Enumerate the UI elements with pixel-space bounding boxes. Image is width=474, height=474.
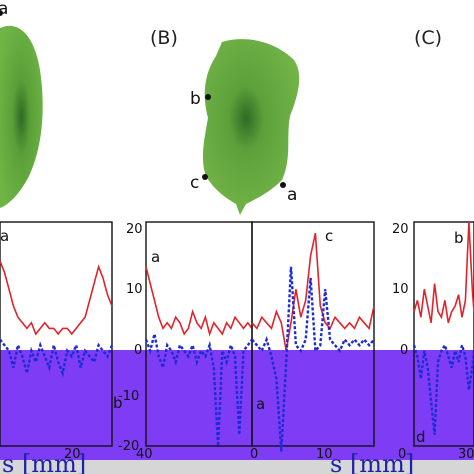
- tick-c-y10: 10: [392, 282, 409, 297]
- tick-b2-0: 0: [250, 447, 258, 462]
- ann-b2-a: a: [256, 395, 265, 413]
- tick-b-y-20: -20: [118, 439, 139, 454]
- ann-a-b: b: [113, 394, 123, 412]
- series-b2-blue: [251, 266, 375, 452]
- series-a-blue: [0, 338, 114, 378]
- tick-c-30: 30: [458, 447, 474, 462]
- leaf-a: a: [0, 0, 43, 209]
- tick-a-20: 20: [64, 447, 81, 462]
- xlabel-b2: s [mm]: [330, 450, 414, 474]
- plot-frame-a: [0, 221, 113, 447]
- tick-b2-10: 10: [316, 447, 333, 462]
- ann-b2-c: c: [325, 227, 333, 245]
- leaf-b-point-b: [205, 94, 211, 100]
- panel-label-b: (B): [150, 27, 178, 49]
- plots-layer: [0, 221, 474, 452]
- leaf-b-point-c: [202, 174, 208, 180]
- series-b-red: [145, 266, 253, 337]
- plot-frame-b2: [251, 221, 375, 447]
- leaf-b-point-a-label: a: [287, 185, 297, 205]
- lower-band: [0, 350, 474, 460]
- tick-labels: 20 40 20 10 0 -10 -20 0 10 0 30 20 10 0: [64, 222, 474, 462]
- panel-label-c: (C): [414, 27, 442, 49]
- leaf-a-point-a-label: a: [0, 0, 8, 19]
- tick-b-y-10: -10: [118, 389, 139, 404]
- ann-a-a: a: [0, 227, 9, 245]
- bottom-strip: [0, 460, 474, 474]
- series-a-red: [0, 260, 113, 336]
- leaf-b-point-c-label: c: [190, 173, 199, 193]
- series-c-blue: [412, 342, 474, 435]
- tick-b-y0: 0: [134, 343, 142, 358]
- tick-b-y10: 10: [126, 282, 143, 297]
- tick-a-40: 40: [136, 447, 153, 462]
- ann-c-d: d: [416, 428, 426, 446]
- tick-b-y20: 20: [126, 222, 143, 237]
- plot-frame-c: [413, 221, 474, 447]
- ann-b-a: a: [151, 248, 160, 266]
- series-c-red: [413, 221, 474, 324]
- series-b2-red: [251, 233, 375, 351]
- leaf-b: b c a: [190, 39, 300, 215]
- tick-c-y20: 20: [392, 222, 409, 237]
- tick-c-0: 0: [398, 447, 406, 462]
- series-b-blue: [144, 333, 253, 447]
- leaf-b-point-b-label: b: [190, 89, 201, 109]
- plot-annotations: a b a c a b d: [0, 227, 464, 446]
- tick-c-y0: 0: [400, 343, 408, 358]
- leaf-b-point-a: [280, 182, 286, 188]
- ann-c-b: b: [454, 229, 464, 247]
- xlabel-a: s [mm]: [2, 450, 86, 474]
- leaf-a-point-a: [0, 10, 3, 16]
